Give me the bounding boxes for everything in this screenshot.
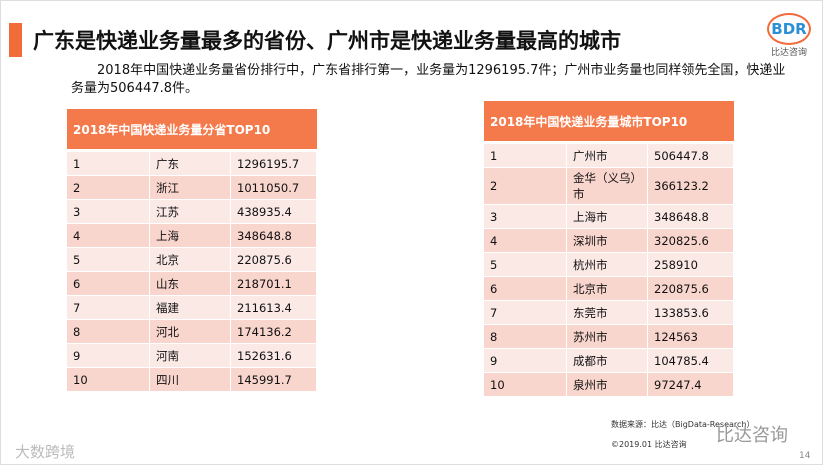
row: 4 深圳市 320825.6 bbox=[484, 228, 734, 253]
cell: 10 bbox=[67, 367, 150, 392]
cell: 8 bbox=[484, 324, 567, 349]
cell: 2 bbox=[484, 167, 567, 205]
row: 6 山东 218701.1 bbox=[67, 271, 317, 296]
row: 8 河北 174136.2 bbox=[67, 319, 317, 344]
cell: 145991.7 bbox=[230, 367, 317, 392]
cell: 9 bbox=[484, 348, 567, 373]
cell: 成都市 bbox=[566, 348, 648, 373]
cell: 5 bbox=[484, 252, 567, 277]
cell: 3 bbox=[484, 204, 567, 229]
row: 10 四川 145991.7 bbox=[67, 367, 317, 392]
cell: 泉州市 bbox=[566, 372, 648, 397]
row: 7 福建 211613.4 bbox=[67, 295, 317, 320]
cell: 152631.6 bbox=[230, 343, 317, 368]
cell: 6 bbox=[484, 276, 567, 301]
row: 1 广东 1296195.7 bbox=[67, 150, 317, 176]
logo: BDR 比达咨询 bbox=[763, 13, 815, 58]
cell: 四川 bbox=[149, 367, 231, 392]
cell: 广州市 bbox=[566, 142, 648, 168]
cell: 10 bbox=[484, 372, 567, 397]
title-bar bbox=[9, 23, 22, 57]
cell: 8 bbox=[67, 319, 150, 344]
cell: 506447.8 bbox=[647, 142, 734, 168]
cell: 广东 bbox=[149, 150, 231, 176]
cell: 河南 bbox=[149, 343, 231, 368]
cell: 438935.4 bbox=[230, 199, 317, 224]
cell: 上海市 bbox=[566, 204, 648, 229]
cell: 4 bbox=[484, 228, 567, 253]
cell: 山东 bbox=[149, 271, 231, 296]
watermark: 比达咨询 bbox=[716, 425, 788, 446]
cell: 320825.6 bbox=[647, 228, 734, 253]
row: 4 上海 348648.8 bbox=[67, 223, 317, 248]
row: 5 杭州市 258910 bbox=[484, 252, 734, 277]
cell: 124563 bbox=[647, 324, 734, 349]
cell: 北京市 bbox=[566, 276, 648, 301]
table: 2018年中国快递业务量城市TOP10 1 广州市 506447.8 2 金华（义乌）市 3… bbox=[484, 101, 734, 397]
page-number: 14 bbox=[799, 451, 811, 461]
source: 数据来源：比达（BigData-Research） bbox=[611, 420, 755, 429]
row: 8 苏州市 124563 bbox=[484, 324, 734, 349]
cell: 上海 bbox=[149, 223, 231, 248]
cell: 1296195.7 bbox=[230, 150, 317, 176]
row: 2 金华（义乌）市 366123.2 bbox=[484, 167, 734, 205]
cell: 7 bbox=[67, 295, 150, 320]
header-row: 2018年中国快递业务量分省TOP10 bbox=[67, 109, 317, 152]
row: 9 河南 152631.6 bbox=[67, 343, 317, 368]
row: 3 上海市 348648.8 bbox=[484, 204, 734, 229]
cell: 7 bbox=[484, 300, 567, 325]
cell: 97247.4 bbox=[647, 372, 734, 397]
logo-caption: 比达咨询 bbox=[770, 48, 807, 58]
table: 2018年中国快递业务量分省TOP10 1 广东 1296195.7 2 浙江 101105… bbox=[67, 109, 317, 392]
cell: 江苏 bbox=[149, 199, 231, 224]
cell: 1 bbox=[484, 142, 567, 168]
row: 7 东莞市 133853.6 bbox=[484, 300, 734, 325]
cell: 杭州市 bbox=[566, 252, 648, 277]
cell: 9 bbox=[67, 343, 150, 368]
cell: 104785.4 bbox=[647, 348, 734, 373]
row: 1 广州市 506447.8 bbox=[484, 142, 734, 168]
cell: 北京 bbox=[149, 247, 231, 272]
cell: 133853.6 bbox=[647, 300, 734, 325]
cell: 金华（义乌）市 bbox=[566, 167, 648, 205]
row: 5 北京 220875.6 bbox=[67, 247, 317, 272]
cell: 1 bbox=[67, 150, 150, 176]
cell: 3 bbox=[67, 199, 150, 224]
watermark: 大数跨境 bbox=[15, 443, 76, 461]
cell: 东莞市 bbox=[566, 300, 648, 325]
row: 10 泉州市 97247.4 bbox=[484, 372, 734, 397]
cell: 220875.6 bbox=[647, 276, 734, 301]
cell: 366123.2 bbox=[647, 167, 734, 205]
cell: 深圳市 bbox=[566, 228, 648, 253]
row: 9 成都市 104785.4 bbox=[484, 348, 734, 373]
cell: 5 bbox=[67, 247, 150, 272]
logo-mark: BDR bbox=[767, 13, 811, 45]
copyright: ©2019.01 比达咨询 bbox=[611, 440, 687, 449]
row: 2 浙江 1011050.7 bbox=[67, 175, 317, 200]
title: 广东是快递业务量最多的省份、广州市是快递业务量最高的城市 bbox=[33, 29, 621, 53]
cell: 174136.2 bbox=[230, 319, 317, 344]
cell: 浙江 bbox=[149, 175, 231, 200]
cell: 258910 bbox=[647, 252, 734, 277]
cell: 211613.4 bbox=[230, 295, 317, 320]
table-title: 2018年中国快递业务量城市TOP10 bbox=[484, 101, 734, 144]
cell: 1011050.7 bbox=[230, 175, 317, 200]
cell: 218701.1 bbox=[230, 271, 317, 296]
header-row: 2018年中国快递业务量城市TOP10 bbox=[484, 101, 734, 144]
cell: 福建 bbox=[149, 295, 231, 320]
row: 6 北京市 220875.6 bbox=[484, 276, 734, 301]
row: 3 江苏 438935.4 bbox=[67, 199, 317, 224]
cell: 220875.6 bbox=[230, 247, 317, 272]
cell: 4 bbox=[67, 223, 150, 248]
cell: 348648.8 bbox=[230, 223, 317, 248]
cell: 6 bbox=[67, 271, 150, 296]
cell: 348648.8 bbox=[647, 204, 734, 229]
cell: 2 bbox=[67, 175, 150, 200]
cell: 苏州市 bbox=[566, 324, 648, 349]
table-title: 2018年中国快递业务量分省TOP10 bbox=[67, 109, 317, 152]
intro: 2018年中国快递业务量省份排行中，广东省排行第一，业务量为1296195.7件… bbox=[71, 63, 786, 96]
cell: 河北 bbox=[149, 319, 231, 344]
